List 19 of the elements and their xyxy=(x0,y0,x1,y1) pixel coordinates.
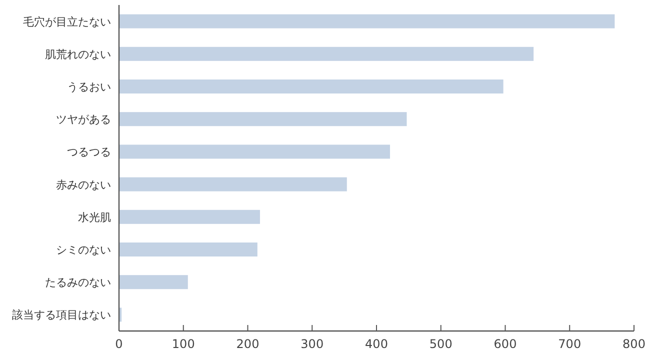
x-tick-label: 0 xyxy=(115,337,123,351)
y-tick-label: うるおい xyxy=(67,80,111,94)
x-tick-label: 200 xyxy=(236,337,260,351)
y-tick-label: 毛穴が目立たない xyxy=(23,15,111,28)
y-tick-label: ツヤがある xyxy=(56,113,111,126)
y-tick-label: たるみのない xyxy=(45,276,111,290)
y-tick-label: 肌荒れのない xyxy=(45,48,111,61)
y-tick-label: つるつる xyxy=(67,146,111,159)
x-tick-label: 700 xyxy=(558,337,582,351)
y-tick-label: 赤みのない xyxy=(56,178,111,192)
y-tick-label: シミのない xyxy=(56,244,111,256)
x-tick-label: 400 xyxy=(365,337,388,351)
x-tick-label: 600 xyxy=(494,337,517,351)
x-tick-label: 100 xyxy=(172,337,195,351)
y-tick-label: 該当する項目はない xyxy=(12,308,111,322)
x-tick-label: 300 xyxy=(300,337,324,351)
y-tick-label: 水光肌 xyxy=(78,210,111,224)
x-tick-label: 800 xyxy=(622,337,646,351)
x-tick-label: 500 xyxy=(429,337,452,351)
